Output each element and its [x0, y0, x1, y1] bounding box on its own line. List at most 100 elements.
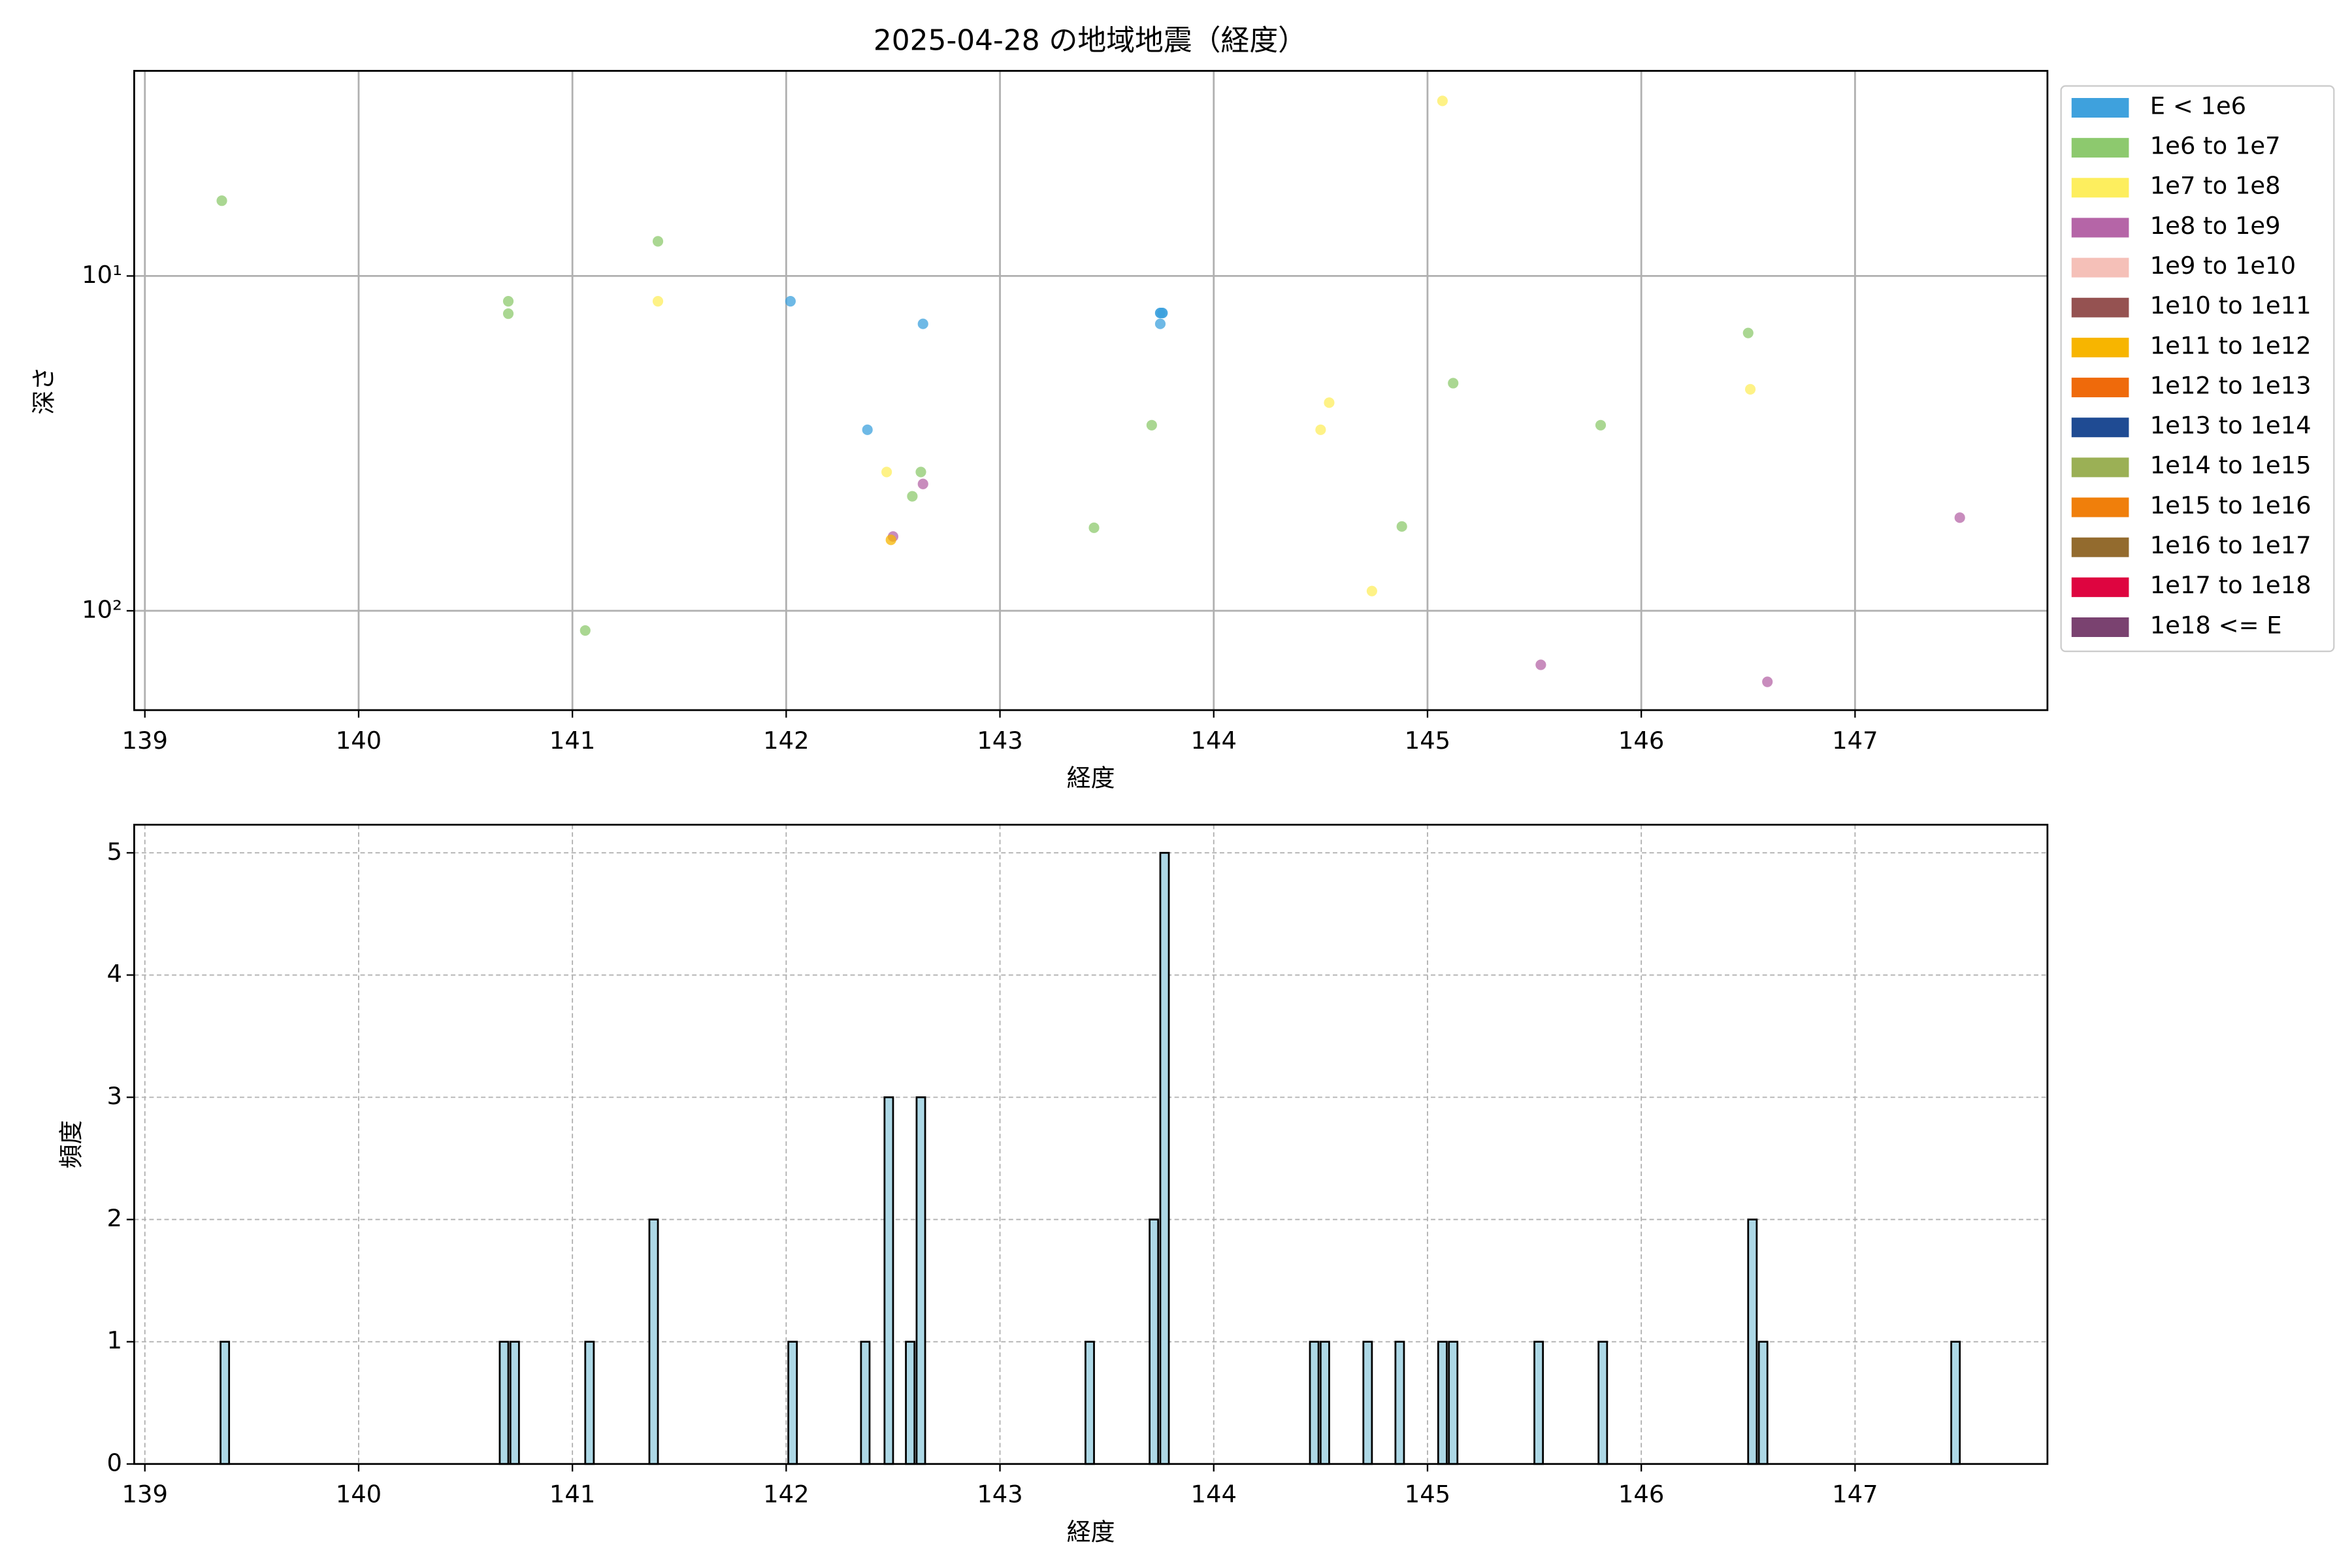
bar — [1533, 1341, 1544, 1465]
legend-swatch — [2071, 218, 2129, 238]
bar — [1757, 1341, 1769, 1465]
legend-swatch — [2071, 138, 2129, 158]
legend-label: 1e9 to 1e10 — [2150, 252, 2296, 280]
x-tick-label: 146 — [1618, 727, 1664, 755]
bar — [883, 1096, 894, 1465]
y-axis-label: 頻度 — [57, 1120, 85, 1169]
x-axis-label: 経度 — [1067, 764, 1115, 792]
legend-label: 1e6 to 1e7 — [2150, 132, 2281, 160]
legend-swatch — [2071, 457, 2129, 478]
legend-label: 1e10 to 1e11 — [2150, 291, 2311, 319]
point — [652, 236, 664, 247]
point — [1366, 585, 1377, 596]
bar — [1319, 1341, 1330, 1465]
x-tick-label: 141 — [549, 1480, 595, 1509]
bar — [1747, 1218, 1758, 1465]
legend-label: 1e12 to 1e13 — [2150, 371, 2311, 399]
bar — [787, 1341, 798, 1465]
point — [1146, 419, 1157, 431]
point — [1088, 522, 1100, 533]
legend-label: 1e18 <= E — [2150, 611, 2282, 639]
bar — [1437, 1341, 1448, 1465]
point — [907, 491, 918, 502]
point — [1315, 424, 1326, 435]
point — [580, 625, 591, 636]
point — [881, 466, 892, 478]
x-tick-label: 143 — [977, 1480, 1022, 1509]
x-tick-label: 144 — [1191, 1480, 1237, 1509]
legend-swatch — [2071, 297, 2129, 318]
point — [1762, 676, 1773, 687]
point — [917, 318, 928, 329]
bar — [1597, 1341, 1609, 1465]
legend-swatch — [2071, 257, 2129, 278]
legend-label: 1e14 to 1e15 — [2150, 451, 2311, 480]
y-tick-label: 3 — [106, 1082, 122, 1110]
bar — [1085, 1341, 1095, 1465]
legend-swatch — [2071, 337, 2129, 357]
x-tick-label: 147 — [1832, 1480, 1878, 1509]
point — [1744, 384, 1756, 395]
legend-label: E < 1e6 — [2150, 91, 2246, 120]
y-tick-label: 1 — [106, 1326, 122, 1354]
x-axis-label: 経度 — [1067, 1518, 1115, 1546]
x-tick-label: 145 — [1405, 727, 1450, 755]
plot-frame — [133, 823, 2049, 1465]
legend-swatch — [2071, 537, 2129, 557]
x-tick-label: 142 — [763, 727, 809, 755]
legend-label: 1e11 to 1e12 — [2150, 331, 2311, 359]
x-tick-label: 140 — [336, 1480, 382, 1509]
x-tick-label: 146 — [1618, 1480, 1664, 1509]
bar — [1362, 1341, 1373, 1465]
legend-swatch — [2071, 378, 2129, 398]
bar — [498, 1341, 510, 1465]
legend-swatch — [2071, 497, 2129, 517]
legend-swatch — [2071, 178, 2129, 198]
plot-frame — [133, 70, 2049, 711]
point — [216, 195, 227, 206]
point — [862, 424, 873, 435]
legend-swatch — [2071, 98, 2129, 118]
y-tick-label: 4 — [106, 960, 122, 988]
point — [1324, 397, 1335, 408]
point — [1595, 419, 1607, 431]
legend-label: 1e16 to 1e17 — [2150, 531, 2311, 559]
bar — [584, 1341, 595, 1465]
legend-swatch — [2071, 417, 2129, 438]
legend-label: 1e7 to 1e8 — [2150, 172, 2281, 200]
x-tick-label: 142 — [763, 1480, 809, 1509]
point — [1535, 659, 1546, 670]
point — [1448, 378, 1459, 389]
bar — [860, 1341, 871, 1465]
y-tick-label: 5 — [106, 838, 122, 866]
legend-box — [2060, 85, 2335, 653]
bar — [1448, 1341, 1459, 1465]
point — [1154, 318, 1166, 329]
point — [915, 466, 926, 478]
x-tick-label: 143 — [977, 727, 1022, 755]
bar — [1159, 851, 1170, 1465]
point — [1396, 521, 1407, 532]
bar — [915, 1096, 926, 1465]
x-tick-label: 145 — [1405, 1480, 1450, 1509]
bar — [1950, 1341, 1961, 1465]
legend-swatch — [2071, 577, 2129, 597]
bar — [905, 1341, 916, 1465]
bar — [220, 1341, 231, 1465]
y-tick-label: 0 — [106, 1448, 122, 1477]
x-tick-label: 139 — [122, 727, 168, 755]
legend-label: 1e8 to 1e9 — [2150, 212, 2281, 240]
point — [1742, 327, 1754, 338]
bar — [1309, 1341, 1320, 1465]
legend-label: 1e15 to 1e16 — [2150, 491, 2311, 519]
point — [785, 296, 796, 307]
point — [652, 296, 664, 307]
y-tick-label: 10² — [82, 595, 122, 623]
bar — [509, 1341, 520, 1465]
x-tick-label: 140 — [336, 727, 382, 755]
legend-label: 1e17 to 1e18 — [2150, 571, 2311, 599]
x-tick-label: 139 — [122, 1480, 168, 1509]
point — [1157, 308, 1168, 319]
